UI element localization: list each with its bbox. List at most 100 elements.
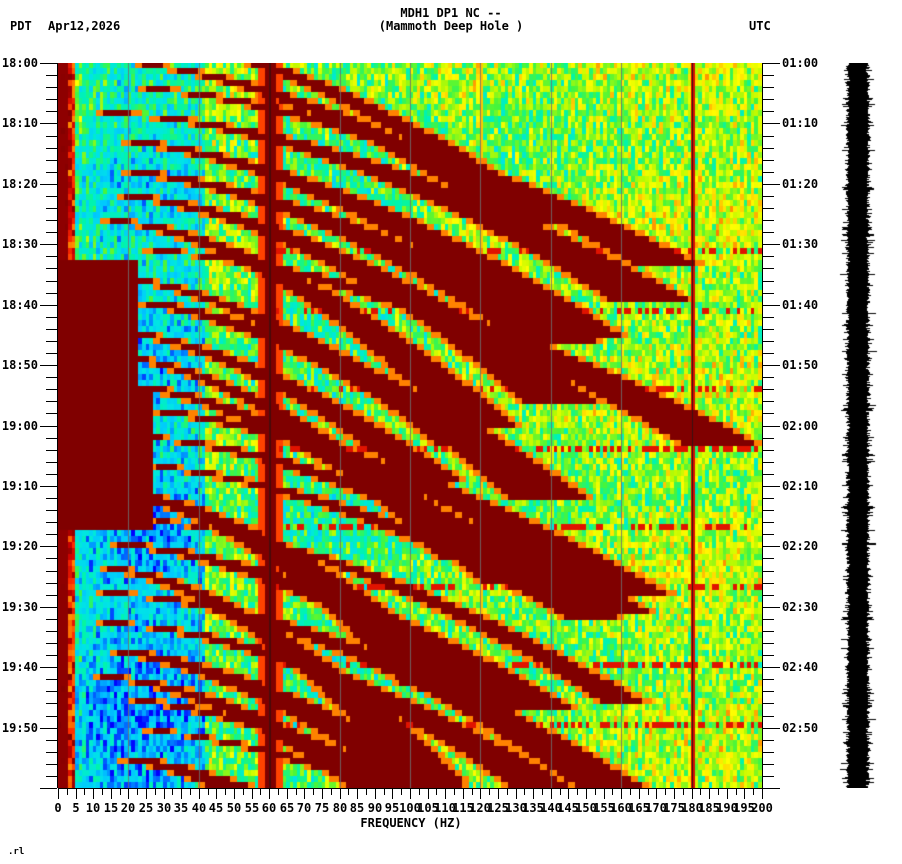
x-axis-tick-label: 30 xyxy=(156,801,172,815)
y-tick-minor xyxy=(763,740,774,741)
x-axis-tick-label: 100 xyxy=(399,801,421,815)
y-tick-major xyxy=(763,244,780,245)
y-tick-minor xyxy=(763,329,774,330)
x-tick-major xyxy=(58,789,59,799)
x-tick-minor xyxy=(560,789,561,795)
x-tick-major xyxy=(692,789,693,799)
y-tick-major xyxy=(40,123,57,124)
y-axis-tick-label: 02:40 xyxy=(782,660,819,674)
y-tick-minor xyxy=(763,679,774,680)
y-tick-minor xyxy=(763,111,774,112)
y-axis-tick-label: 02:00 xyxy=(782,419,819,433)
station-title: MDH1 DP1 NC -- xyxy=(400,6,502,20)
y-tick-minor xyxy=(763,341,774,342)
y-axis-tick-label: 19:40 xyxy=(1,660,38,674)
y-tick-minor xyxy=(46,99,57,100)
x-tick-minor xyxy=(331,789,332,795)
x-axis-tick-label: 55 xyxy=(244,801,260,815)
y-tick-minor xyxy=(763,631,774,632)
y-tick-minor xyxy=(763,172,774,173)
spectrogram-plot[interactable] xyxy=(58,63,762,788)
x-axis-tick-label: 0 xyxy=(54,801,62,815)
x-tick-major xyxy=(128,789,129,799)
x-tick-minor xyxy=(208,789,209,795)
y-tick-minor xyxy=(763,595,774,596)
y-tick-minor xyxy=(763,136,774,137)
x-tick-minor xyxy=(489,789,490,795)
y-tick-minor xyxy=(763,353,774,354)
x-tick-major xyxy=(445,789,446,799)
y-tick-minor xyxy=(763,776,774,777)
x-tick-minor xyxy=(313,789,314,795)
x-tick-major xyxy=(216,789,217,799)
y-tick-major xyxy=(40,667,57,668)
y-tick-minor xyxy=(46,583,57,584)
corner-artifact-mark: .rl xyxy=(8,847,25,857)
y-axis-tick-label: 02:20 xyxy=(782,539,819,553)
x-axis-tick-label: 25 xyxy=(138,801,154,815)
x-axis-tick-label: 195 xyxy=(733,801,755,815)
x-tick-major xyxy=(744,789,745,799)
x-tick-major xyxy=(639,789,640,799)
x-axis-spine xyxy=(58,788,763,789)
y-tick-major xyxy=(40,244,57,245)
x-tick-minor xyxy=(384,789,385,795)
y-tick-minor xyxy=(763,377,774,378)
waveform-trace-canvas xyxy=(838,63,878,788)
y-axis-tick-label: 18:20 xyxy=(1,177,38,191)
x-tick-minor xyxy=(419,789,420,795)
y-tick-minor xyxy=(763,160,774,161)
y-tick-minor xyxy=(46,208,57,209)
y-tick-minor xyxy=(763,522,774,523)
x-tick-minor xyxy=(225,789,226,795)
y-tick-major xyxy=(763,123,780,124)
x-axis-tick-label: 60 xyxy=(261,801,277,815)
x-tick-minor xyxy=(366,789,367,795)
x-tick-minor xyxy=(137,789,138,795)
x-tick-major xyxy=(146,789,147,799)
y-tick-minor xyxy=(46,220,57,221)
x-tick-minor xyxy=(102,789,103,795)
y-tick-major xyxy=(40,788,57,789)
x-tick-major xyxy=(516,789,517,799)
y-tick-major xyxy=(763,305,780,306)
y-tick-minor xyxy=(763,268,774,269)
x-tick-minor xyxy=(507,789,508,795)
x-tick-major xyxy=(709,789,710,799)
y-tick-minor xyxy=(763,558,774,559)
x-tick-minor xyxy=(190,789,191,795)
y-tick-minor xyxy=(46,703,57,704)
x-axis-tick-label: 95 xyxy=(384,801,400,815)
y-tick-major xyxy=(763,607,780,608)
y-tick-minor xyxy=(46,522,57,523)
x-tick-minor xyxy=(595,789,596,795)
y-axis-tick-label: 18:00 xyxy=(1,56,38,70)
x-tick-minor xyxy=(348,789,349,795)
y-tick-minor xyxy=(763,691,774,692)
y-tick-minor xyxy=(763,317,774,318)
y-axis-tick-label: 19:50 xyxy=(1,721,38,735)
y-tick-minor xyxy=(46,148,57,149)
x-axis-tick-label: 70 xyxy=(296,801,312,815)
x-tick-minor xyxy=(84,789,85,795)
x-axis-tick-label: 160 xyxy=(610,801,632,815)
x-tick-minor xyxy=(718,789,719,795)
x-tick-major xyxy=(674,789,675,799)
x-tick-major xyxy=(199,789,200,799)
x-axis-tick-label: 175 xyxy=(663,801,685,815)
y-tick-minor xyxy=(763,196,774,197)
y-tick-minor xyxy=(763,293,774,294)
y-tick-minor xyxy=(46,474,57,475)
y-tick-major xyxy=(40,63,57,64)
y-tick-minor xyxy=(46,401,57,402)
x-tick-minor xyxy=(524,789,525,795)
x-tick-minor xyxy=(630,789,631,795)
x-tick-major xyxy=(533,789,534,799)
y-tick-minor xyxy=(763,764,774,765)
y-tick-minor xyxy=(46,293,57,294)
x-tick-major xyxy=(551,789,552,799)
x-tick-minor xyxy=(683,789,684,795)
x-axis-tick-label: 105 xyxy=(417,801,439,815)
y-tick-minor xyxy=(46,534,57,535)
y-tick-minor xyxy=(46,740,57,741)
